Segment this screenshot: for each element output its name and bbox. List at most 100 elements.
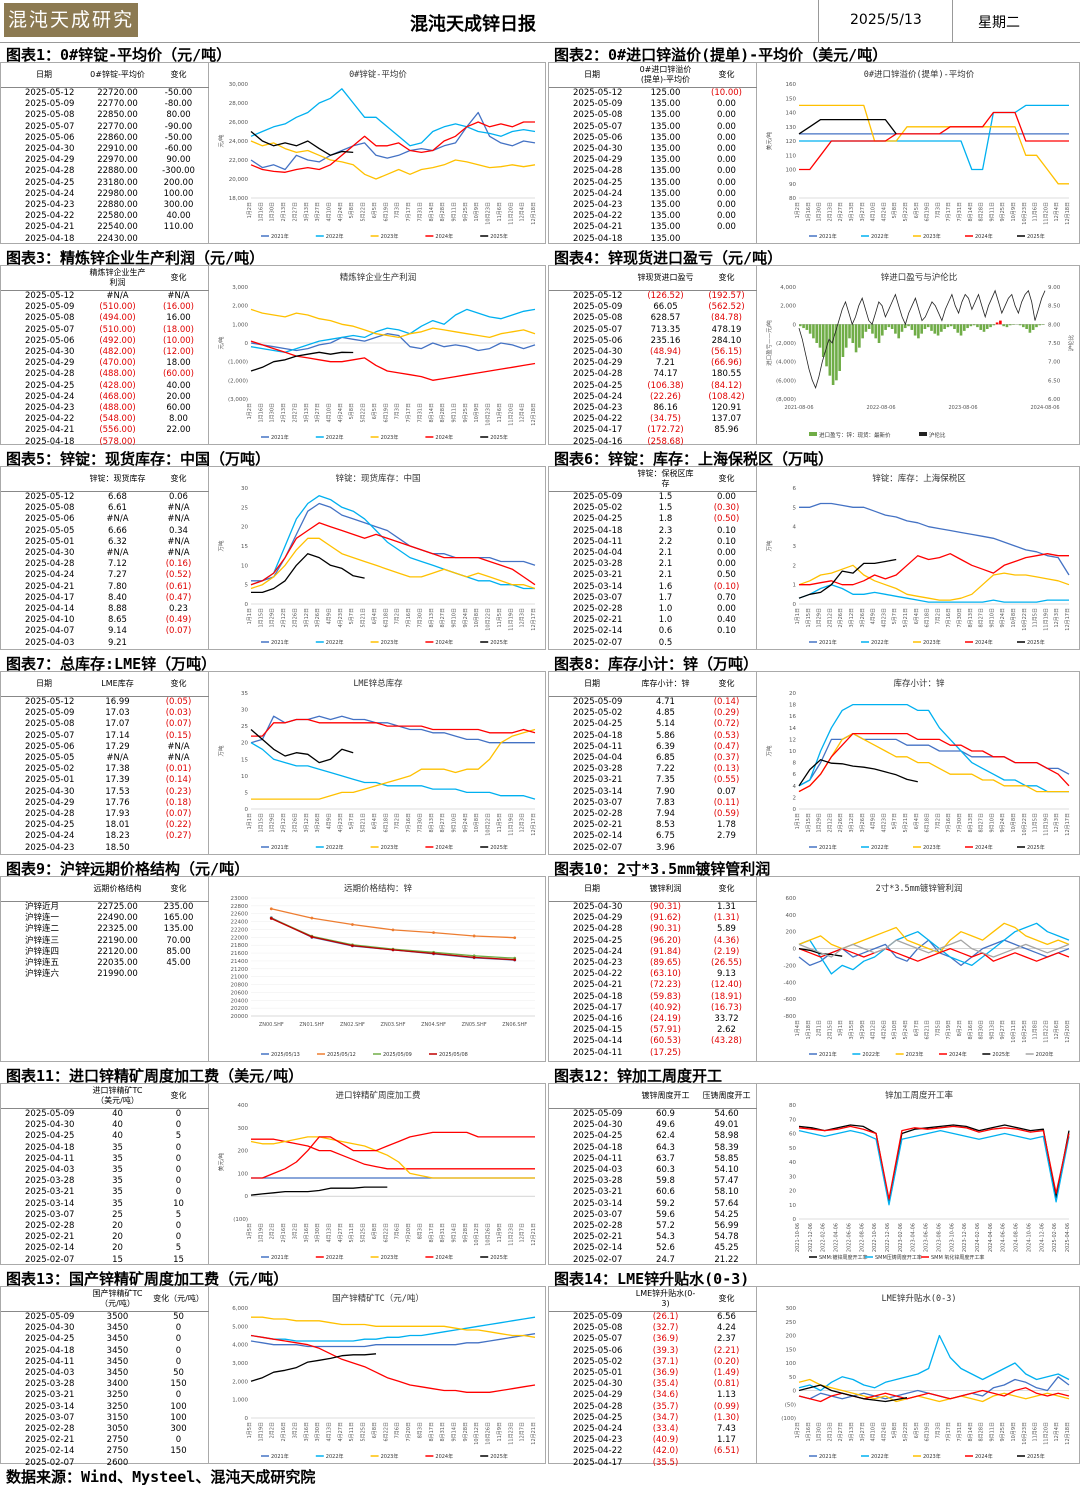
- panel-title: 图表4：锌现货进口盈亏（元/吨）: [554, 249, 783, 267]
- table-row: 2025-04-29 (470.00) 18.00: [1, 358, 209, 369]
- cell-value: 15: [173, 1254, 184, 1265]
- row-label: 2025-04-23: [25, 842, 75, 853]
- legend-label: 2022年: [862, 1051, 880, 1058]
- x-tick-label: 3月27日: [860, 202, 866, 222]
- cell-value: (0.55): [713, 775, 740, 786]
- row-label: 2025-03-28: [25, 1379, 75, 1390]
- cell-value: 628.57: [650, 313, 681, 324]
- row-label: 2025-05-01: [573, 1368, 623, 1379]
- row-label: 2025-05-08: [25, 719, 75, 730]
- data-point: [351, 944, 354, 947]
- cell-value: 0: [175, 1345, 182, 1356]
- y-tick-label: 21400: [231, 959, 249, 965]
- table-row: 2025-03-21 3250 0: [1, 1390, 209, 1401]
- bar: [818, 324, 822, 348]
- table-row: 2025-04-30 40 0: [1, 1120, 209, 1131]
- x-tick-label: 4月10日: [327, 202, 333, 222]
- y-tick-label: 0: [245, 341, 249, 347]
- table-row: 2025-05-07 (510.00) (18.00): [1, 325, 209, 336]
- cell-value: 8.40: [108, 592, 127, 603]
- x-tick-label: 9月13日: [989, 1020, 995, 1040]
- bar: [910, 324, 914, 330]
- table-row: 2025-04-29 7.21 (66.96): [549, 358, 757, 369]
- x-tick-label: 2月27日: [292, 403, 298, 423]
- table-row: 2025-05-07 135.00 0.00: [549, 122, 757, 133]
- x-tick-label: 6月18日: [925, 608, 931, 628]
- legend-label: 2024年: [435, 233, 453, 240]
- row-label: 2025-05-08: [573, 313, 623, 324]
- cell-value: 6.61: [108, 503, 127, 514]
- table-row: 2025-04-11 35 0: [1, 1154, 209, 1165]
- row-label: 2025-03-28: [25, 1176, 75, 1187]
- cell-value: -50.00: [164, 88, 193, 98]
- x-tick-label: 6月22日: [383, 1422, 389, 1442]
- bar: [923, 324, 927, 329]
- cell-value: 110.00: [163, 222, 194, 233]
- row-label: 2025-04-18: [25, 1345, 75, 1356]
- x-tick-label: 6月19日: [383, 202, 389, 222]
- row-label: 2025-04-30: [573, 1379, 623, 1390]
- x-tick-label: 12月7日: [520, 1223, 526, 1243]
- legend-label: 2025年: [1027, 233, 1045, 240]
- row-label: 2025-02-28: [573, 604, 623, 615]
- x-tick-label: 7月31日: [417, 202, 423, 222]
- data-point: [269, 917, 273, 920]
- x-tick-label: 11月5日: [1033, 813, 1039, 833]
- table-row: 2025-05-07 17.14 (0.15): [1, 731, 209, 742]
- cell-value: (0.15): [165, 730, 192, 741]
- x-tick-label: 3月2日: [292, 1223, 298, 1239]
- x-tick-label: 3月26日: [860, 813, 866, 833]
- x-tick-label: 1月1日: [247, 608, 253, 624]
- cell-value: (22.26): [650, 391, 681, 402]
- y-tick-label: 120: [786, 139, 797, 145]
- table-row: 2025-03-21 35 0: [1, 1187, 209, 1198]
- cell-value: 50: [173, 1368, 184, 1379]
- y-axis-label: 万吨: [765, 540, 773, 552]
- y-tick-label: 150: [786, 96, 797, 102]
- cell-value: 8.00: [169, 414, 188, 425]
- data-table: 锌锭：保税区库存 变化 2025-05-09 1.5 0.00 2025-05-02 1.5…: [549, 467, 757, 649]
- row-label: 2025-05-09: [25, 708, 75, 719]
- x-tick-label: 10月23日: [1022, 202, 1028, 225]
- cell-value: 35: [112, 1153, 123, 1164]
- data-point: [513, 936, 517, 940]
- row-label: 2025-04-03: [573, 1165, 623, 1176]
- data-point: [391, 928, 395, 932]
- chart-title: 国产锌精矿TC（元/吨）: [332, 1293, 424, 1304]
- y-tick-label: 18: [789, 703, 796, 709]
- cell-value: 18.00: [166, 358, 191, 369]
- x-tick-label: 11月9日: [497, 1223, 503, 1243]
- cell-value: 22880.00: [97, 200, 138, 211]
- y-tick-label: 300: [786, 1306, 797, 1312]
- y-tick-label: (3,000): [228, 397, 248, 403]
- panel-title: 图表1：0#锌锭-平均价（元/吨）: [6, 46, 232, 64]
- x-tick-label: 5月11日: [349, 1422, 355, 1442]
- x-tick-label: 8月14日: [429, 202, 435, 222]
- panel-p8: 日期 库存小计：锌 变化 2025-05-09 4.71 (0.14) 2025-05-02…: [548, 671, 1080, 855]
- cell-value: (0.14): [165, 775, 192, 786]
- table-row: 2025-04-18 35 0: [1, 1143, 209, 1154]
- cell-value: 22980.00: [97, 188, 138, 199]
- cell-value: 5.14: [656, 719, 675, 730]
- x-tick-label: 2月26日: [292, 608, 298, 628]
- y-tick-label: 0: [793, 807, 797, 813]
- row-label: 2025-03-28: [573, 559, 623, 570]
- table-row: 2025-04-24 (33.4) 7.43: [549, 1424, 757, 1435]
- data-table: 精炼锌企业生产利润 变化 2025-05-12 #N/A #N/A 2025-05-09(…: [1, 266, 209, 447]
- table-row: 2025-04-03 60.3 54.10: [549, 1165, 757, 1176]
- cell-value: (33.4): [652, 1424, 679, 1435]
- column-header: 日期: [36, 70, 52, 79]
- x-tick-label: 2月26日: [838, 813, 844, 833]
- x-tick-label: 2月27日: [292, 202, 298, 222]
- table-row: 2025-02-28 1.0 0.00: [549, 604, 757, 615]
- table-row: 2025-05-09 60.9 54.60: [549, 1109, 757, 1121]
- x-tick-label: 8月14日: [429, 403, 435, 423]
- row-label: 2025-02-07: [573, 842, 623, 853]
- table-row: 2025-04-21 22540.00 110.00: [1, 222, 209, 233]
- row-label: 2025-04-24: [573, 391, 623, 402]
- row-label: 2025-05-07: [573, 324, 623, 335]
- cell-value: (0.53): [713, 730, 740, 741]
- legend-label: 2025/05/12: [327, 1052, 356, 1058]
- cell-value: [696, 1048, 757, 1059]
- cell-value: [148, 638, 209, 649]
